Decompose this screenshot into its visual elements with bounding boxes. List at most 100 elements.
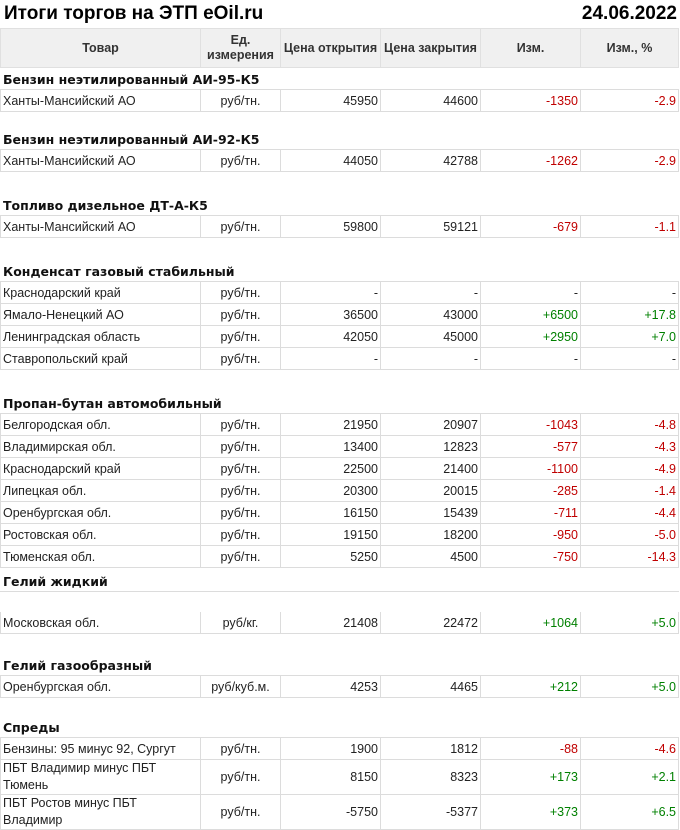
change-pct-cell: -4.3 — [580, 435, 679, 458]
unit-cell: руб/кг. — [200, 611, 281, 634]
section-header: Бензин неэтилированный АИ-95-К5 — [0, 67, 679, 90]
open-price-cell: 44050 — [280, 149, 381, 172]
table-row: Оренбургская обл. руб/тн. 16150 15439 -711 -4… — [0, 501, 679, 524]
close-price-cell: 44600 — [380, 89, 481, 112]
close-price-cell: 12823 — [380, 435, 481, 458]
region-cell: Ставропольский край — [0, 347, 201, 370]
col-header-change-pct: Изм., % — [580, 28, 679, 68]
table-row: Ростовская обл. руб/тн. 19150 18200 -950 -5.0 — [0, 523, 679, 546]
change-cell: +2950 — [480, 325, 581, 348]
col-header-change: Изм. — [480, 28, 581, 68]
table-row: Московская обл. руб/кг. 21408 22472 +1064 +5.… — [0, 611, 679, 634]
table-row: Ханты-Мансийский АО руб/тн. 59800 59121 -679… — [0, 215, 679, 238]
table-row: Ставропольский край руб/тн. - - - - — [0, 347, 679, 370]
unit-cell: руб/тн. — [200, 759, 281, 795]
section-header: Пропан-бутан автомобильный — [0, 391, 679, 414]
region-cell: Липецкая обл. — [0, 479, 201, 502]
spacer-row — [0, 591, 679, 612]
change-pct-cell: - — [580, 347, 679, 370]
change-pct-cell: -1.4 — [580, 479, 679, 502]
region-cell: Оренбургская обл. — [0, 675, 201, 698]
region-cell: Ханты-Мансийский АО — [0, 215, 201, 238]
unit-cell: руб/тн. — [200, 347, 281, 370]
table-row: Ханты-Мансийский АО руб/тн. 44050 42788 -126… — [0, 149, 679, 172]
change-pct-cell: -4.9 — [580, 457, 679, 480]
close-price-cell: 43000 — [380, 303, 481, 326]
col-header-open-price: Цена открытия — [280, 28, 381, 68]
unit-cell: руб/тн. — [200, 89, 281, 112]
spacer — [0, 697, 679, 718]
change-cell: - — [480, 281, 581, 304]
col-header-close-price: Цена закрытия — [380, 28, 481, 68]
change-cell: -950 — [480, 523, 581, 546]
section-title: Гелий жидкий — [0, 567, 679, 592]
open-price-cell: 8150 — [280, 759, 381, 795]
close-price-cell: 8323 — [380, 759, 481, 795]
report-header: Итоги торгов на ЭТП eOil.ru 24.06.2022 — [0, 0, 680, 28]
unit-cell: руб/тн. — [200, 149, 281, 172]
region-cell: Бензины: 95 минус 92, Сургут — [0, 737, 201, 760]
region-cell: Ханты-Мансийский АО — [0, 89, 201, 112]
change-pct-cell: +17.8 — [580, 303, 679, 326]
change-cell: +6500 — [480, 303, 581, 326]
section-header: Топливо дизельное ДТ-А-К5 — [0, 195, 679, 216]
close-price-cell: 42788 — [380, 149, 481, 172]
table-row: Ханты-Мансийский АО руб/тн. 45950 44600 -135… — [0, 89, 679, 112]
change-cell: -285 — [480, 479, 581, 502]
report-title: Итоги торгов на ЭТП eOil.ru — [4, 3, 264, 24]
table-row: Белгородская обл. руб/тн. 21950 20907 -1043-… — [0, 413, 679, 436]
unit-cell: руб/тн. — [200, 501, 281, 524]
section-title: Конденсат газовый стабильный — [0, 261, 679, 282]
change-cell: - — [480, 347, 581, 370]
spacer-row — [0, 697, 679, 718]
section-title: Топливо дизельное ДТ-А-К5 — [0, 195, 679, 216]
spacer — [0, 369, 679, 392]
spacer-row — [0, 171, 679, 196]
section-header: Гелий газообразный — [0, 653, 679, 676]
unit-cell: руб/тн. — [200, 413, 281, 436]
section-header: Конденсат газовый стабильный — [0, 261, 679, 282]
section-title: Спреды — [0, 717, 679, 738]
change-pct-cell: -4.6 — [580, 737, 679, 760]
change-cell: -1350 — [480, 89, 581, 112]
change-cell: +1064 — [480, 611, 581, 634]
region-cell: Ленинградская область — [0, 325, 201, 348]
region-cell: Краснодарский край — [0, 457, 201, 480]
change-cell: -711 — [480, 501, 581, 524]
change-cell: -577 — [480, 435, 581, 458]
region-cell: Московская обл. — [0, 611, 201, 634]
spacer — [0, 633, 679, 654]
table-row: Владимирская обл. руб/тн. 13400 12823 -577 -4… — [0, 435, 679, 458]
close-price-cell: 21400 — [380, 457, 481, 480]
section-title: Бензин неэтилированный АИ-92-К5 — [0, 129, 679, 150]
table-row: Бензины: 95 минус 92, Сургут руб/тн. 1900 1… — [0, 737, 679, 760]
region-cell: Ямало-Ненецкий АО — [0, 303, 201, 326]
col-header-product: Товар — [0, 28, 201, 68]
change-pct-cell: -4.4 — [580, 501, 679, 524]
section-title: Гелий газообразный — [0, 653, 679, 676]
spacer — [0, 237, 679, 262]
spacer — [0, 171, 679, 196]
spacer — [0, 111, 679, 130]
unit-cell: руб/тн. — [200, 737, 281, 760]
close-price-cell: 4465 — [380, 675, 481, 698]
table-row: Оренбургская обл. руб/куб.м. 4253 4465 +212 +… — [0, 675, 679, 698]
region-cell: ПБТ Владимир минус ПБТ Тюмень — [0, 759, 201, 795]
spacer-row — [0, 111, 679, 130]
change-cell: -1262 — [480, 149, 581, 172]
change-cell: -1043 — [480, 413, 581, 436]
open-price-cell: 13400 — [280, 435, 381, 458]
open-price-cell: 4253 — [280, 675, 381, 698]
change-pct-cell: -5.0 — [580, 523, 679, 546]
open-price-cell: - — [280, 281, 381, 304]
region-cell: Краснодарский край — [0, 281, 201, 304]
table-row: Ленинградская область руб/тн. 42050 45000 +2… — [0, 325, 679, 348]
unit-cell: руб/тн. — [200, 523, 281, 546]
open-price-cell: 45950 — [280, 89, 381, 112]
section-header: Спреды — [0, 717, 679, 738]
change-pct-cell: -2.9 — [580, 89, 679, 112]
close-price-cell: 45000 — [380, 325, 481, 348]
change-cell: +373 — [480, 794, 581, 830]
open-price-cell: -5750 — [280, 794, 381, 830]
change-cell: -1100 — [480, 457, 581, 480]
